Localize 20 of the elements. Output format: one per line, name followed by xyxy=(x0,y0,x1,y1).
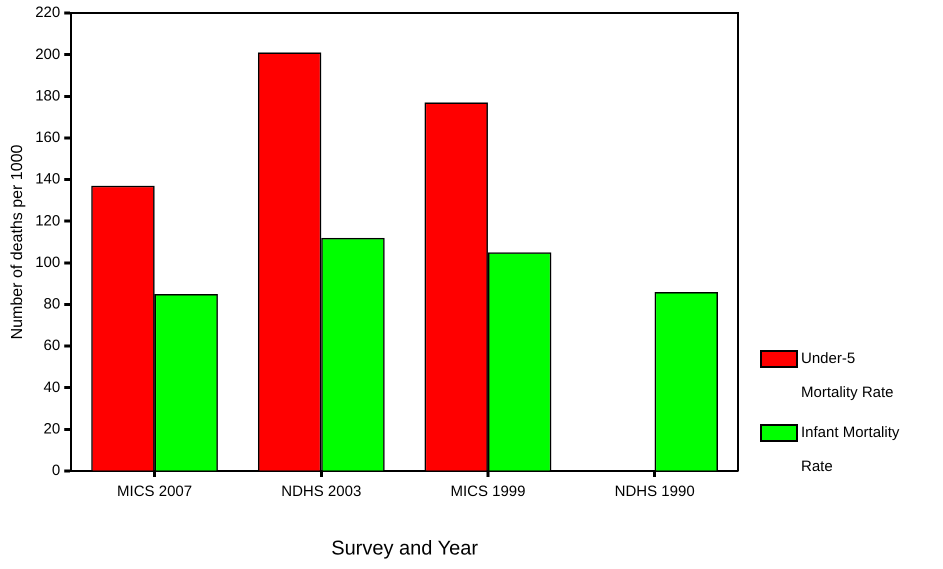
y-tick-label: 40 xyxy=(44,378,60,396)
y-tick-label: 140 xyxy=(35,170,60,188)
x-tick-label: NDHS 2003 xyxy=(281,483,362,500)
y-tick-label: 100 xyxy=(35,254,60,271)
x-tick-label: MICS 2007 xyxy=(117,483,192,500)
y-tick-label: 60 xyxy=(44,337,60,354)
y-tick-label: 160 xyxy=(35,129,60,146)
y-axis-title: Number of deaths per 1000 xyxy=(9,144,26,340)
y-tick-label: 80 xyxy=(44,296,60,313)
y-tick-label: 0 xyxy=(52,462,60,480)
x-tick-label: NDHS 1990 xyxy=(614,483,695,500)
y-tick-label: 200 xyxy=(35,46,60,63)
y-tick-label: 120 xyxy=(35,212,60,230)
y-tick-label: 220 xyxy=(35,4,60,22)
legend-label: Infant Mortality Rate xyxy=(801,423,900,477)
y-tick-label: 20 xyxy=(44,420,60,438)
x-tick-label: MICS 1999 xyxy=(450,483,526,500)
x-axis-title: Survey and Year xyxy=(331,538,478,560)
legend-label: Under-5 Mortality Rate xyxy=(801,349,895,403)
y-tick-label: 180 xyxy=(35,87,60,104)
